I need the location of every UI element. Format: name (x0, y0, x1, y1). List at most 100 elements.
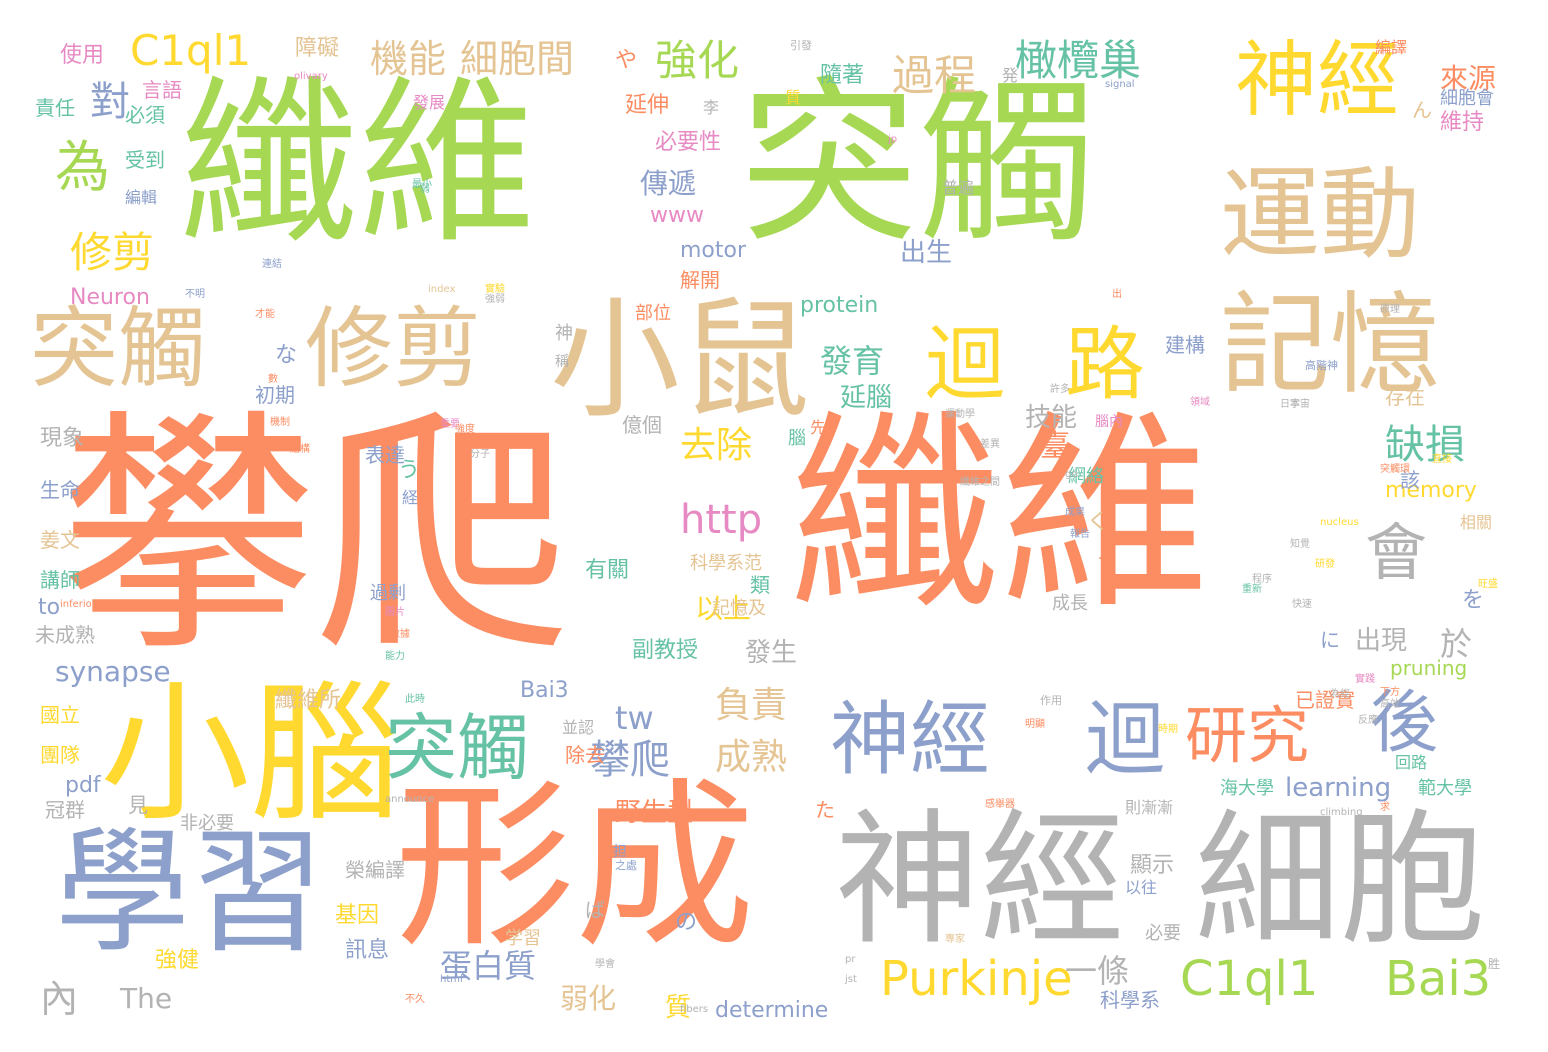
word-186: 知覺 (1290, 539, 1310, 550)
word-76: 出生 (900, 238, 953, 268)
word-52: The (120, 982, 173, 1015)
word-209: 重要 (440, 419, 460, 430)
word-130: 李 (703, 98, 720, 117)
word-64: pdf (65, 773, 101, 798)
word-206: 程序 (1252, 574, 1272, 585)
word-139: を (1462, 588, 1485, 613)
word-111: 發展 (413, 93, 446, 112)
word-87: 未成熟 (35, 623, 95, 647)
word-96: 野生型 (615, 798, 694, 828)
word-45: 出現 (1355, 626, 1408, 656)
word-212: 時期 (1158, 724, 1178, 735)
word-35: http (680, 497, 763, 543)
word-196: 原理 (1380, 304, 1400, 315)
word-190: 高效 (1380, 699, 1400, 710)
word-4: 形成 (395, 763, 756, 972)
word-104: 榮編譯 (345, 858, 405, 882)
word-176: 連結 (262, 259, 282, 270)
word-213: 弱 (420, 184, 430, 195)
word-134: な (275, 343, 298, 368)
word-27: 細胞間 (460, 37, 575, 81)
word-47: 傳遞 (640, 167, 697, 200)
word-55: 科學系 (1100, 988, 1160, 1012)
word-8: 小腦 (100, 668, 401, 842)
word-124: 以往 (1125, 878, 1158, 897)
word-192: 求 (1380, 802, 1390, 813)
word-60: Neuron (70, 285, 150, 310)
word-126: 過剰 (370, 583, 406, 604)
word-74: 延伸 (625, 93, 670, 118)
word-203: 成果 (1065, 507, 1085, 518)
word-140: に (1320, 628, 1340, 652)
word-125: 必要 (1145, 923, 1181, 944)
word-32: 缺損 (1385, 422, 1465, 468)
word-71: 編輯 (125, 188, 158, 207)
word-106: 訊息 (345, 938, 390, 963)
word-22: 會 (1365, 516, 1428, 589)
word-215: 纖維之間 (960, 477, 1000, 488)
word-117: 相關 (1460, 513, 1493, 532)
word-202: 能力 (385, 651, 405, 662)
word-207: 差異 (980, 439, 1000, 450)
word-183: 感舉器 (985, 799, 1015, 810)
word-43: 蛋白質 (440, 947, 537, 985)
word-84: 生命 (40, 478, 80, 502)
word-81: 初期 (255, 383, 295, 407)
word-177: 日本 (1280, 399, 1300, 410)
word-116: 回路 (1395, 753, 1428, 772)
word-51: 內 (40, 977, 79, 1021)
word-162: pr (845, 954, 856, 965)
word-201: 數據 (390, 629, 410, 640)
word-14: 神經 (1235, 33, 1400, 128)
word-18: 迴 (1085, 693, 1165, 786)
word-56: learning (1285, 773, 1392, 803)
word-118: 臺 (1040, 429, 1070, 464)
word-66: 使用 (60, 43, 105, 68)
word-168: 高階神 (1305, 359, 1338, 372)
word-179: 運動學 (945, 409, 975, 420)
word-86: 講師 (40, 568, 80, 592)
word-182: 明顯 (1025, 719, 1045, 730)
word-127: 学習 (505, 928, 541, 949)
word-195: 為經 (1330, 689, 1350, 700)
word-122: 則漸漸 (1125, 798, 1174, 817)
word-210: 強度 (455, 424, 475, 435)
word-123: 顯示 (1130, 853, 1175, 878)
word-184: 實踐 (1355, 674, 1375, 685)
word-161: jst (845, 974, 857, 985)
word-61: protein (800, 293, 879, 318)
word-58: www (650, 203, 704, 228)
word-211: 分子 (470, 449, 490, 460)
word-131: 発 (1002, 66, 1019, 85)
word-26: 機能 (370, 37, 447, 81)
word-170: 才能 (255, 309, 275, 320)
word-138: 人 (1098, 543, 1115, 562)
word-200: 圖片 (385, 607, 405, 618)
word-143: ば (585, 898, 605, 922)
word-98: 副教授 (632, 638, 699, 663)
word-85: 姜文 (40, 528, 80, 552)
word-101: 科學系范 (690, 553, 762, 574)
word-95: 除去 (565, 743, 605, 767)
word-92: 非必要 (180, 813, 234, 834)
word-6: 細胞 (1195, 796, 1485, 965)
word-193: 胜 (1488, 957, 1501, 971)
word-30: 橄欖巢 (1015, 36, 1142, 85)
word-91: 見 (128, 793, 148, 817)
word-108: 維持 (1440, 110, 1485, 135)
word-21: 後 (1370, 684, 1439, 763)
word-97: 發生 (745, 638, 798, 668)
word-216: 數 (268, 374, 278, 385)
word-77: 解開 (680, 268, 720, 292)
word-165: 之處 (615, 859, 637, 872)
word-136: 経 (402, 488, 419, 507)
word-100: 有關 (585, 558, 630, 583)
word-160: html (440, 974, 463, 985)
word-69: 必須 (125, 103, 165, 127)
word-155: nucleus (1320, 517, 1359, 528)
word-204: 報告 (1070, 529, 1090, 540)
word-109: 細胞會 (1440, 88, 1494, 109)
word-9: 小鼠 (550, 284, 811, 436)
word-57: memory (1385, 478, 1477, 503)
